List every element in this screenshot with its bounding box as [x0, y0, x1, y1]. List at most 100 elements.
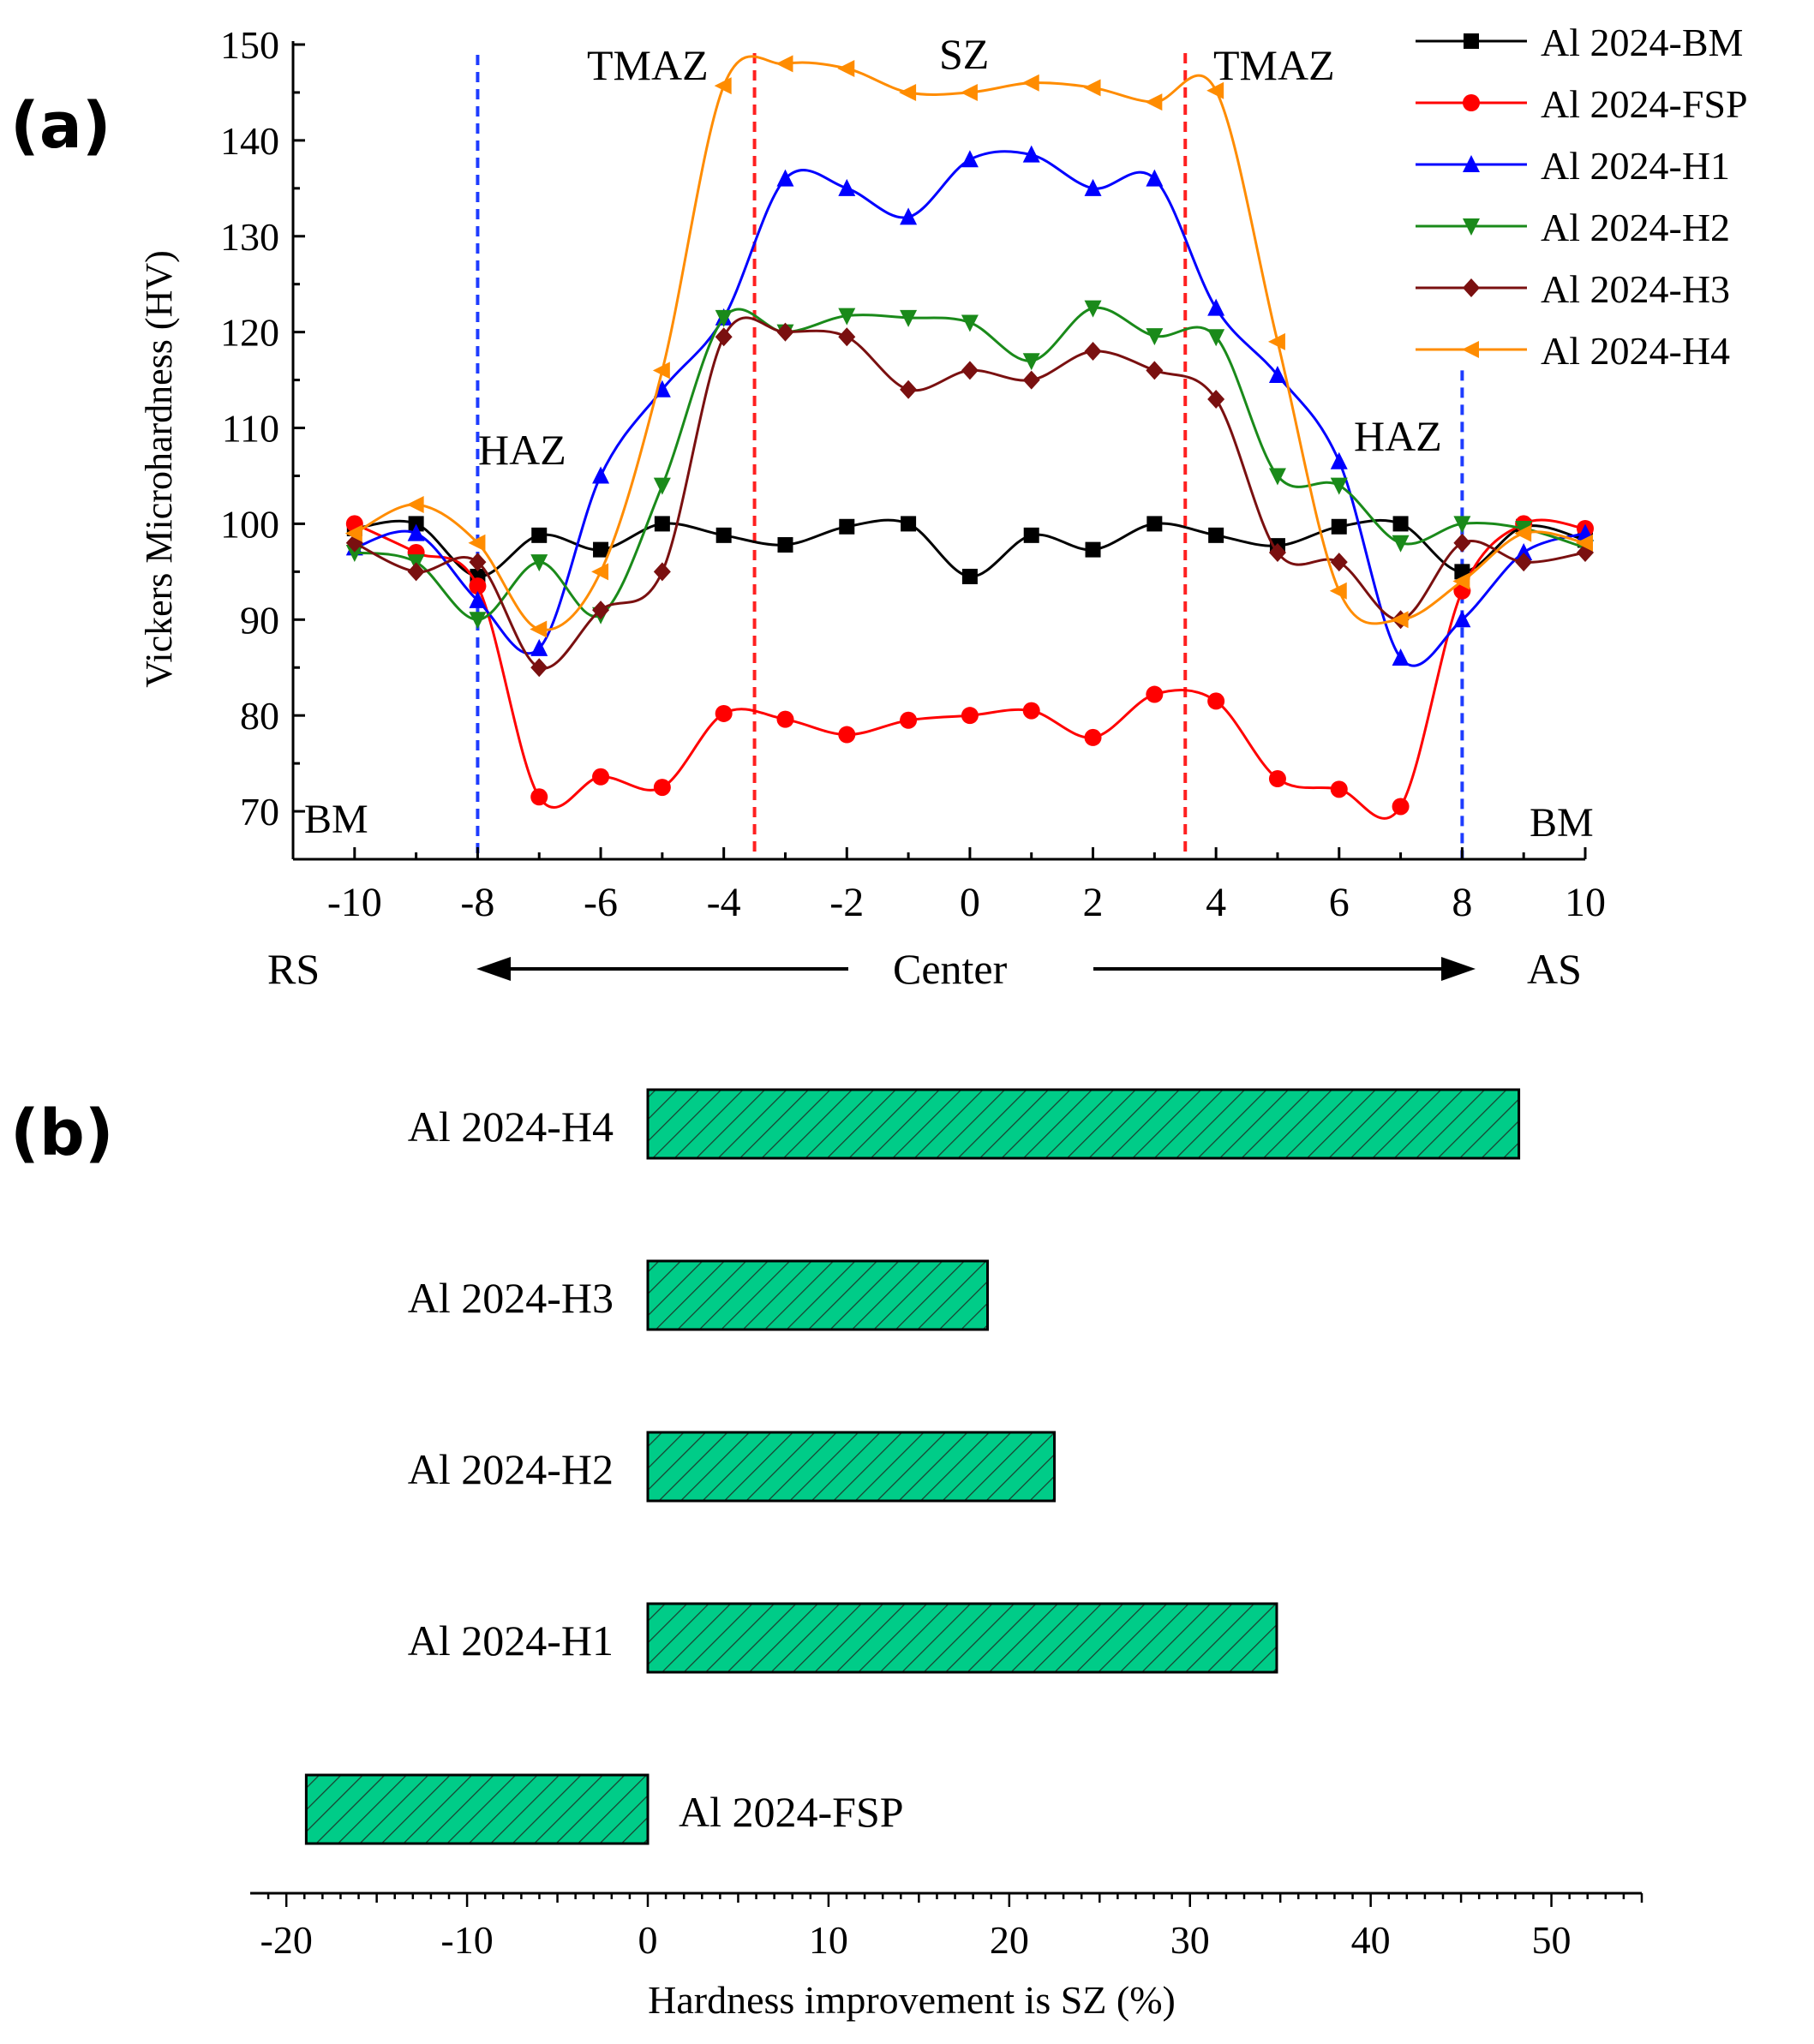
data-point-fsp	[1268, 770, 1286, 788]
data-point-h3	[1207, 389, 1225, 409]
data-point-h3	[776, 322, 794, 342]
b-x-tick-label: 50	[1532, 1918, 1572, 1962]
data-point-h4	[406, 496, 424, 514]
data-point-h3	[469, 553, 487, 572]
data-point-h4	[960, 83, 978, 101]
x-tick-label: 6	[1329, 880, 1350, 925]
x-tick-label: 4	[1206, 880, 1226, 925]
y-tick-label: 130	[220, 215, 279, 259]
panel-label-b: (b)	[10, 1097, 114, 1170]
data-point-fsp	[900, 711, 918, 729]
data-point-h2	[530, 554, 548, 572]
data-point-h1	[653, 380, 671, 397]
data-point-bm	[1146, 516, 1163, 532]
data-point-bm	[593, 541, 609, 558]
data-point-h4	[1267, 332, 1285, 350]
y-tick-label: 90	[240, 598, 279, 642]
data-point-h2	[1392, 535, 1410, 553]
data-point-h4	[714, 77, 732, 95]
series-line-h2	[354, 306, 1586, 621]
panel-label-a: (a)	[10, 89, 111, 163]
data-point-h1	[1146, 169, 1164, 187]
data-point-h2	[715, 309, 733, 327]
legend-label-h1: Al 2024-H1	[1541, 144, 1730, 188]
data-point-h2	[1268, 468, 1286, 486]
data-point-bm	[531, 527, 548, 543]
x-tick-label: -6	[584, 880, 618, 925]
data-point-h4	[1391, 611, 1409, 629]
legend-marker-fsp	[1463, 94, 1480, 111]
data-point-h3	[900, 380, 918, 399]
data-point-h3	[1330, 553, 1348, 572]
data-point-h3	[1146, 361, 1164, 380]
series-bm	[346, 516, 1593, 584]
legend-label-fsp: Al 2024-FSP	[1541, 82, 1748, 126]
data-point-h2	[838, 308, 856, 326]
data-point-h1	[1453, 610, 1471, 628]
right-arrow-icon	[1441, 957, 1476, 981]
b-x-tick-label: -20	[260, 1918, 313, 1962]
series-h3	[345, 316, 1594, 678]
data-point-bm	[408, 516, 424, 532]
legend: Al 2024-BM Al 2024-FSP Al 2024-H1 Al 2024-H…	[1416, 21, 1748, 373]
data-point-fsp	[592, 768, 610, 786]
b-x-axis-title: Hardness improvement is SZ (%)	[648, 1978, 1176, 2022]
data-point-h4	[652, 362, 670, 380]
data-point-h1	[1022, 145, 1040, 163]
legend-marker-h2	[1463, 218, 1480, 236]
data-point-h4	[530, 620, 548, 638]
data-point-h4	[1021, 74, 1039, 92]
data-point-h3	[592, 601, 610, 620]
data-point-h2	[961, 314, 979, 332]
data-point-h2	[1330, 477, 1348, 495]
data-point-h4	[1206, 81, 1224, 99]
x-tick-label: -4	[707, 880, 741, 925]
data-point-h1	[1515, 542, 1533, 560]
data-point-h2	[469, 612, 487, 630]
data-point-fsp	[1330, 780, 1348, 798]
data-point-h2	[345, 544, 363, 562]
data-point-h3	[530, 658, 548, 678]
y-tick-label: 70	[240, 790, 279, 834]
data-point-h4	[468, 534, 486, 552]
data-point-h2	[1453, 516, 1471, 534]
bar-category-label: Al 2024-H2	[408, 1445, 614, 1493]
data-point-bm	[961, 568, 978, 584]
data-point-h4	[899, 83, 917, 101]
data-point-h1	[961, 150, 979, 168]
zone-label-sz: SZ	[939, 30, 989, 78]
data-point-h1	[1084, 178, 1102, 196]
legend-label-bm: Al 2024-BM	[1541, 21, 1743, 64]
data-point-h3	[1453, 533, 1471, 553]
data-point-bm	[715, 527, 732, 543]
data-point-bm	[1331, 518, 1347, 535]
data-point-h1	[1207, 298, 1225, 316]
data-point-h4	[775, 55, 793, 73]
b-x-tick-label: 20	[990, 1918, 1029, 1962]
data-point-h3	[961, 361, 979, 380]
zone-labels: BM BM HAZ HAZ TMAZ TMAZ SZ	[304, 30, 1594, 846]
hardness-series	[344, 55, 1594, 820]
y-tick-label: 150	[220, 23, 279, 67]
series-h4	[344, 55, 1593, 638]
bar-category-label: Al 2024-FSP	[679, 1788, 904, 1836]
data-point-h2	[1084, 300, 1102, 318]
data-point-fsp	[530, 788, 548, 806]
b-x-tick-label: 0	[638, 1918, 658, 1962]
data-point-bm	[654, 516, 670, 532]
data-point-fsp	[1207, 692, 1225, 710]
data-point-h2	[900, 309, 918, 327]
x-tick-label: -10	[327, 880, 382, 925]
bar-al-2024-fsp	[304, 1773, 650, 1845]
data-point-h4	[1329, 582, 1347, 600]
data-point-h1	[1392, 648, 1410, 666]
x-tick-label: -2	[829, 880, 864, 925]
zone-label-bm-right: BM	[1530, 800, 1594, 846]
data-point-fsp	[1022, 702, 1040, 720]
legend-marker-h3	[1463, 278, 1480, 297]
data-point-fsp	[715, 704, 733, 722]
x-tick-label: 2	[1083, 880, 1104, 925]
bar-al-2024-h3	[646, 1259, 990, 1331]
legend-label-h4: Al 2024-H4	[1541, 329, 1730, 373]
